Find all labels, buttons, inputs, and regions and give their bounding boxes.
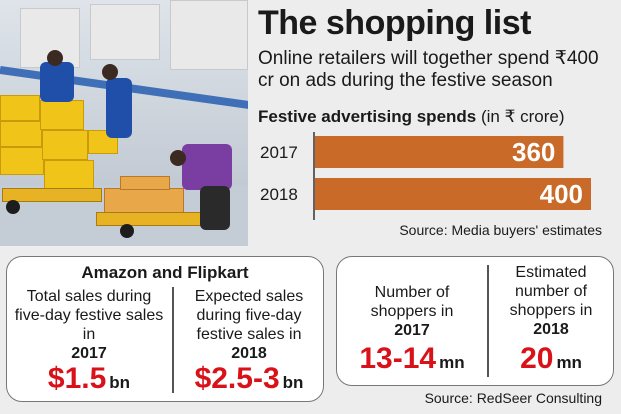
sales-2017-unit: bn [109,373,131,392]
shoppers-2017-unit: mn [439,353,465,372]
sales-panel-heading: Amazon and Flipkart [81,263,249,282]
shoppers-2018-description: Estimated number of shoppers in 2018 [491,263,611,339]
shoppers-panel: Number of shoppers in 2017 13-14 mn Estim… [336,256,614,386]
sales-2017-value: $1.5 bn [11,363,167,399]
shoppers-2018-year: 2018 [533,321,569,338]
bar-2018 [315,178,591,210]
shoppers-2017-value: 13-14 mn [341,343,483,379]
sales-2018-description: Expected sales during five-day festive s… [175,287,323,363]
chart-unit: (in ₹ crore) [480,107,565,126]
category-label-2018: 2018 [260,185,298,204]
sales-2017-year: 2017 [71,345,107,362]
page-subtitle: Online retailers will together spend ₹40… [258,48,599,91]
shoppers-2018-amount: 20 [520,342,554,375]
chart-source: Source: Media buyers' estimates [399,222,602,238]
bar-2017 [315,136,564,168]
chart-title: Festive advertising spends [258,107,477,126]
ad-spend-bar-chart: 2017 360 2018 400 [260,132,591,220]
sales-2017-text: Total sales during five-day festive sale… [14,288,164,343]
sales-panel: Amazon and Flipkart Total sales during f… [6,256,324,402]
category-label-2017: 2017 [260,143,298,162]
warehouse-photo [0,0,248,246]
page-title: The shopping list [258,4,531,42]
chart-heading: Festive advertising spends (in ₹ crore) [258,107,565,127]
shoppers-panel-divider [487,265,489,377]
footer-source: Source: RedSeer Consulting [424,390,602,406]
shoppers-2018-unit: mn [556,353,582,372]
sales-2017-description: Total sales during five-day festive sale… [11,287,167,363]
sales-2018-text: Expected sales during five-day festive s… [194,288,304,343]
shoppers-2017-description: Number of shoppers in 2017 [341,283,483,340]
sales-2018-year: 2018 [231,345,267,362]
sales-2018-amount: $2.5-3 [194,362,280,395]
value-label-2018: 400 [540,179,583,209]
shoppers-2017-year: 2017 [394,322,430,339]
shoppers-2018-value: 20 mn [491,343,611,379]
value-label-2017: 360 [512,137,555,167]
shoppers-2018-text: Estimated number of shoppers in [509,264,593,319]
sales-2018-unit: bn [282,373,304,392]
sales-2018-value: $2.5-3 bn [175,363,323,399]
shoppers-2017-text: Number of shoppers in [370,284,454,320]
sales-panel-divider [172,287,174,393]
shoppers-2017-amount: 13-14 [359,342,437,375]
sales-2017-amount: $1.5 [47,362,107,395]
